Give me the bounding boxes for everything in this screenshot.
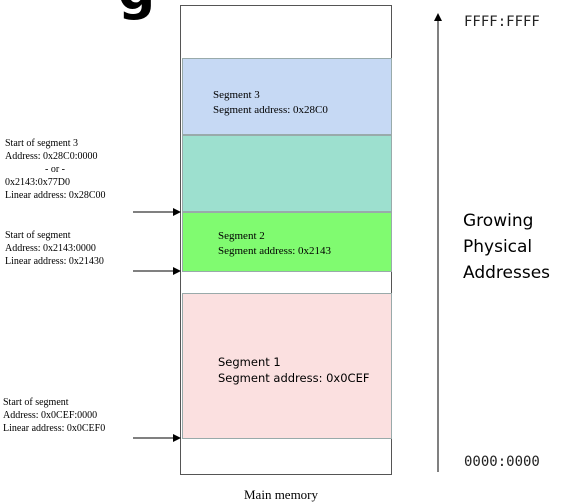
note3-line5: Linear address: 0x28C00 [5, 190, 106, 201]
segment-1-block [182, 293, 392, 439]
note1-line3: Linear address: 0x0CEF0 [3, 423, 106, 434]
segment-2-name: Segment 2 [218, 230, 265, 242]
growing-line1: Growing [463, 211, 534, 231]
title-fragment: g [118, 0, 155, 18]
segment-2-start-note: Start of segment Address: 0x2143:0000 Li… [5, 229, 104, 268]
note2-line1: Start of segment [5, 230, 71, 241]
segment-1-address: Segment address: 0x0CEF [218, 371, 370, 385]
main-memory-caption: Main memory [244, 487, 319, 502]
top-address-label: FFFF:FFFF [464, 14, 540, 30]
segment-1-name: Segment 1 [218, 355, 281, 369]
note1-line1: Start of segment [3, 397, 69, 408]
segment-1-start-note: Start of segment Address: 0x0CEF:0000 Li… [3, 396, 105, 435]
segment-2-address: Segment address: 0x2143 [218, 245, 332, 257]
segment-3-name: Segment 3 [213, 89, 260, 101]
note3-line3: - or - [45, 164, 65, 175]
note2-line3: Linear address: 0x21430 [5, 256, 104, 267]
note3-line2: Address: 0x28C0:0000 [5, 151, 98, 162]
growing-addresses-label: Growing Physical Addresses [463, 208, 550, 286]
segment-3-label: Segment 3 Segment address: 0x28C0 [213, 88, 328, 118]
note2-line2: Address: 0x2143:0000 [5, 243, 96, 254]
segment-3-block [182, 58, 392, 135]
note3-line4: 0x2143:0x77D0 [5, 177, 70, 188]
note3-line1: Start of segment 3 [5, 138, 79, 149]
growing-line2: Physical [463, 237, 533, 257]
segment-overlap-block [182, 135, 392, 212]
note1-line2: Address: 0x0CEF:0000 [3, 410, 98, 421]
segment-1-label: Segment 1 Segment address: 0x0CEF [218, 354, 369, 386]
growing-line3: Addresses [463, 263, 551, 283]
segment-3-address: Segment address: 0x28C0 [213, 104, 328, 116]
segment-3-start-note: Start of segment 3 Address: 0x28C0:0000 … [5, 137, 106, 202]
segment-2-label: Segment 2 Segment address: 0x2143 [218, 229, 331, 259]
segment-2-block [182, 212, 392, 272]
bottom-address-label: 0000:0000 [464, 454, 540, 470]
